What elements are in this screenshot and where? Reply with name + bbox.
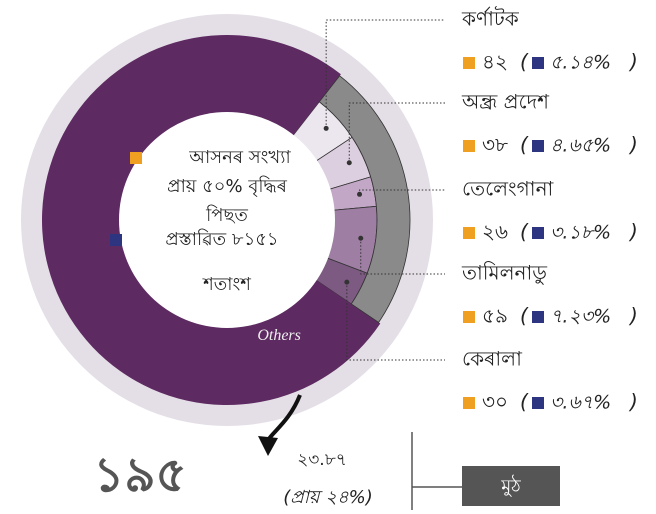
seat-count: ৫৯ (482, 304, 508, 328)
share-swatch (532, 311, 544, 323)
state-name: কৰ্ণাটক (461, 7, 520, 31)
paren: ) (628, 50, 638, 74)
seat-count: ২৬ (482, 220, 508, 244)
paren: ) (628, 133, 638, 157)
others-label: Others (257, 327, 301, 344)
legend-text: আসনৰ সংখ্যা প্ৰায় ৫০% বৃদ্ধিৰ পিছত (167, 147, 291, 226)
leader-dot (357, 191, 363, 197)
leader-line (346, 282, 445, 361)
leader-dot (323, 125, 329, 131)
seat-swatch (463, 57, 475, 69)
seat-swatch (463, 227, 475, 239)
total-box-label: মুঠ (500, 475, 521, 497)
leader-line (360, 238, 445, 275)
highlight-band (318, 75, 411, 323)
donut-hole (119, 112, 335, 328)
share: ৫.১৪% (550, 52, 611, 74)
total: ১৯৫ (93, 447, 186, 503)
share: ৭.২৩% (550, 306, 611, 328)
arrow-head (258, 436, 278, 456)
paren: ( (520, 50, 529, 74)
paren: ) (628, 390, 638, 414)
share-swatch (532, 227, 544, 239)
leader-dot (358, 235, 364, 241)
legend-swatch (110, 234, 122, 246)
seat-count: ৩৮ (482, 133, 508, 157)
paren: ( (520, 133, 529, 157)
leader-line (325, 19, 445, 129)
slice (42, 35, 381, 406)
legend-text: প্ৰস্তাৱিত ৮১৫১ শতাংশ (165, 229, 278, 295)
leader-line (348, 102, 445, 163)
state-name: কেৰালা (462, 347, 523, 371)
paren: ) (628, 220, 638, 244)
state-name: তামিলনাডু (461, 261, 547, 285)
state-name: অন্ধ্ৰ প্ৰদেশ (461, 90, 550, 114)
paren: ( (520, 304, 529, 328)
seat-swatch (463, 311, 475, 323)
share: ৩.১৮% (550, 222, 611, 244)
paren: ) (628, 304, 638, 328)
approx: (প্ৰায় ২৪%) (283, 487, 373, 508)
share-swatch (532, 397, 544, 409)
seat-swatch (463, 397, 475, 409)
seat-count: ৪২ (482, 50, 508, 74)
state-name: তেলেংগানা (462, 177, 555, 201)
paren: ( (520, 390, 529, 414)
share: ৩.৬৭% (550, 392, 611, 414)
seat-swatch (463, 140, 475, 152)
leader-dot (344, 279, 350, 285)
total-box (462, 466, 560, 506)
leader-dot (346, 160, 352, 166)
paren: ( (520, 220, 529, 244)
legend-swatch (130, 152, 142, 164)
seat-count: ৩০ (482, 390, 508, 414)
share: ৪.৬৫% (550, 135, 611, 157)
share-swatch (532, 140, 544, 152)
total-share: ২৩.৮৭ (297, 450, 347, 470)
share-swatch (532, 57, 544, 69)
